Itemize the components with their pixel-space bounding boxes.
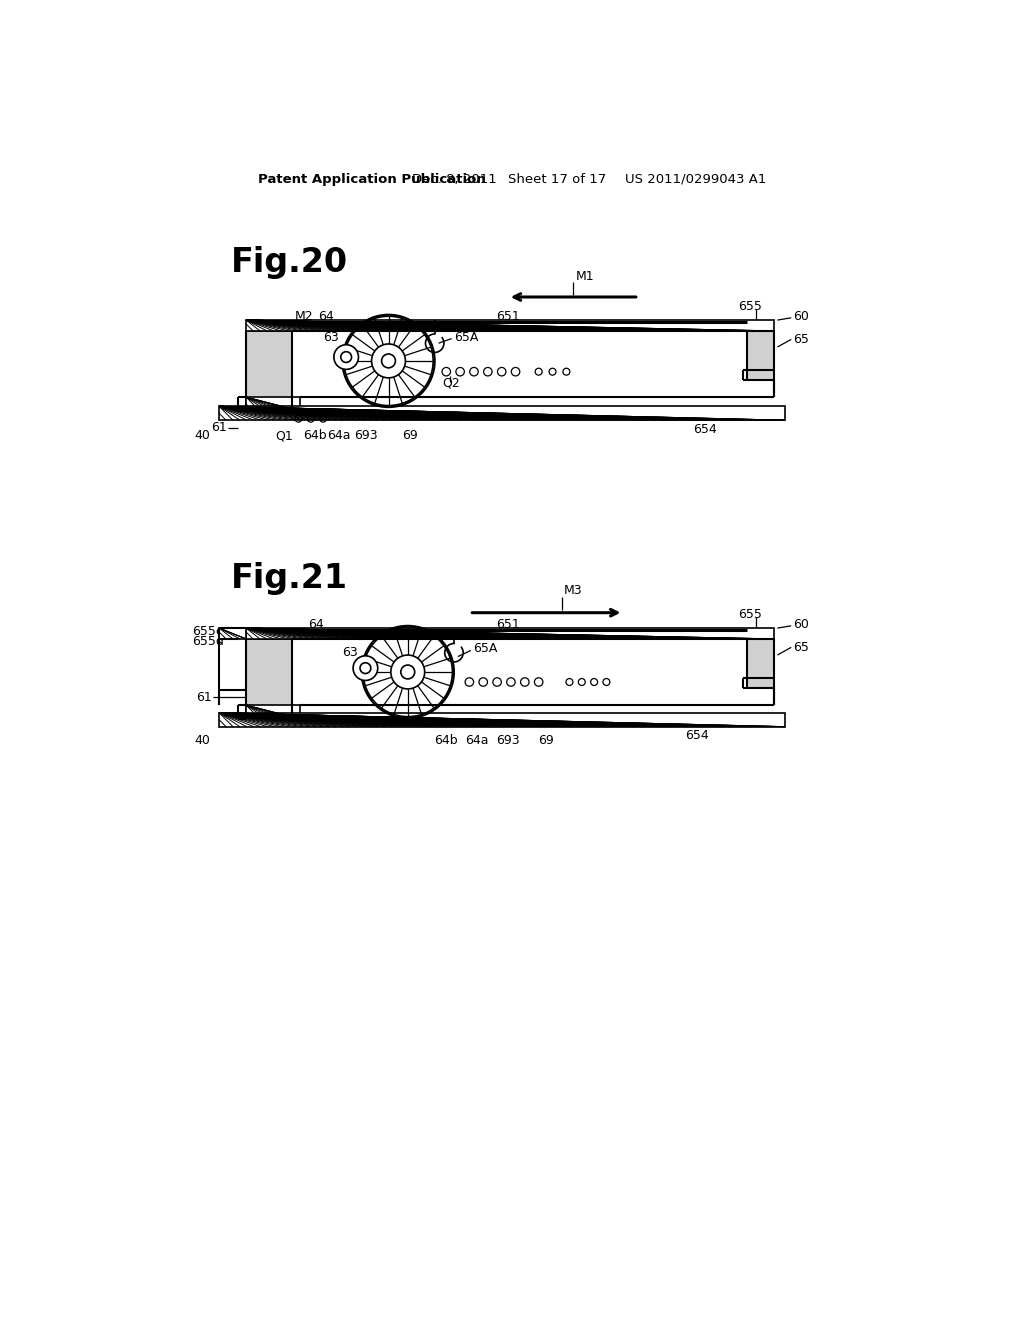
Text: Fig.20: Fig.20	[230, 246, 348, 279]
Polygon shape	[746, 331, 773, 380]
Polygon shape	[246, 331, 292, 411]
Text: 64: 64	[307, 618, 324, 631]
Circle shape	[372, 345, 406, 378]
Circle shape	[334, 345, 358, 370]
Text: 65A: 65A	[473, 643, 498, 656]
Text: M2: M2	[295, 310, 313, 323]
Text: 651: 651	[496, 310, 520, 323]
Text: 63: 63	[323, 331, 339, 345]
Polygon shape	[219, 407, 785, 420]
Text: Q2: Q2	[442, 376, 460, 389]
Text: 64b: 64b	[303, 429, 328, 442]
Text: 69: 69	[402, 429, 418, 442]
Text: 655: 655	[738, 607, 762, 620]
Text: 64: 64	[317, 310, 334, 323]
Text: 64b: 64b	[434, 734, 458, 747]
Circle shape	[391, 655, 425, 689]
Circle shape	[353, 656, 378, 681]
Text: Sheet 17 of 17: Sheet 17 of 17	[508, 173, 606, 186]
Text: 40: 40	[194, 429, 210, 442]
Text: 60: 60	[793, 310, 809, 323]
Polygon shape	[246, 321, 773, 331]
Polygon shape	[246, 628, 773, 639]
Polygon shape	[246, 705, 300, 719]
Text: 69: 69	[539, 734, 554, 747]
Text: 61: 61	[211, 421, 226, 434]
Text: 693: 693	[354, 429, 378, 442]
Text: 655c: 655c	[193, 626, 223, 639]
Text: 651: 651	[496, 618, 520, 631]
Text: Dec. 8, 2011: Dec. 8, 2011	[412, 173, 497, 186]
Circle shape	[341, 351, 351, 363]
Text: 655: 655	[738, 300, 762, 313]
Text: 65: 65	[793, 640, 809, 653]
Text: Q1: Q1	[275, 429, 294, 442]
Text: 64a: 64a	[327, 429, 350, 442]
Text: 654: 654	[692, 422, 717, 436]
Text: US 2011/0299043 A1: US 2011/0299043 A1	[625, 173, 766, 186]
Text: 61: 61	[196, 690, 211, 704]
Circle shape	[360, 663, 371, 673]
Text: 60: 60	[793, 618, 809, 631]
Text: 65A: 65A	[454, 330, 478, 343]
Text: 40: 40	[194, 734, 210, 747]
Text: 63: 63	[342, 647, 357, 659]
Text: 64a: 64a	[465, 734, 488, 747]
Text: 693: 693	[496, 734, 519, 747]
Text: Patent Application Publication: Patent Application Publication	[258, 173, 485, 186]
Text: Fig.21: Fig.21	[230, 561, 348, 594]
Polygon shape	[246, 639, 292, 719]
Text: 654: 654	[685, 730, 709, 742]
Circle shape	[400, 665, 415, 678]
Text: 655d: 655d	[193, 635, 224, 648]
Circle shape	[382, 354, 395, 368]
Text: M1: M1	[575, 269, 594, 282]
Polygon shape	[219, 628, 246, 639]
Polygon shape	[746, 639, 773, 688]
Text: M3: M3	[564, 583, 583, 597]
Polygon shape	[246, 397, 300, 411]
Text: 65: 65	[793, 333, 809, 346]
Polygon shape	[219, 713, 785, 726]
